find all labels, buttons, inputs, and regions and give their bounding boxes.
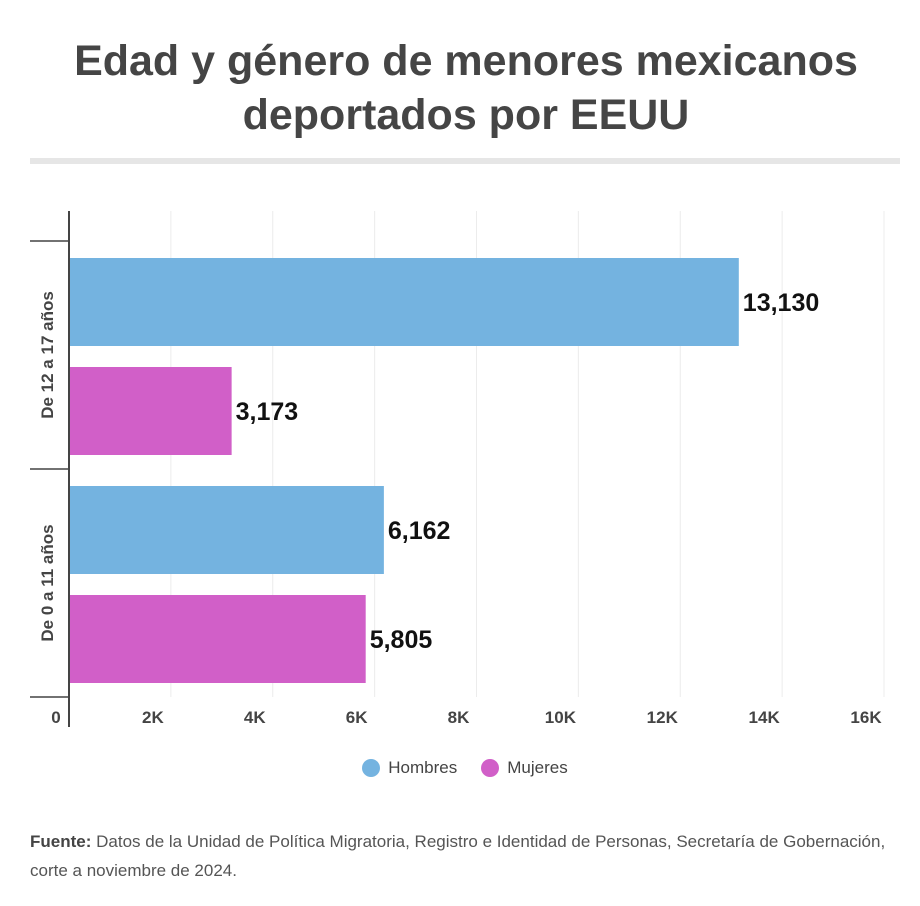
x-tick-label: 12K [647, 708, 679, 727]
chart-title-line-2: deportados por EEUU [242, 91, 690, 139]
x-tick-label: 16K [850, 708, 882, 727]
data-label: 6,162 [388, 517, 451, 545]
bar-chart: 0 2K 4K 6K 8K 10K 12K 14K 16K De 12 a 17 años 13,1… [30, 211, 885, 727]
legend: Hombres Mujeres [0, 758, 920, 778]
legend-label-hombres: Hombres [388, 758, 458, 777]
x-tick-label: 4K [244, 708, 266, 727]
y-category-label: De 0 a 11 años [38, 524, 57, 641]
bar-mujeres [70, 367, 232, 455]
x-tick-label: 6K [346, 708, 368, 727]
bar-hombres [70, 486, 384, 574]
legend-swatch-mujeres [481, 759, 500, 777]
x-tick-label: 2K [142, 708, 164, 727]
chart-title: Edad y género de menores mexicanos depor… [0, 34, 920, 142]
x-tick-label: 14K [749, 708, 781, 727]
bar-hombres [70, 258, 739, 346]
data-label: 5,805 [370, 626, 433, 654]
legend-label-mujeres: Mujeres [507, 758, 568, 777]
source-label: Fuente: [30, 832, 92, 851]
x-tick-label: 10K [545, 708, 577, 727]
y-category-label: De 12 a 17 años [38, 291, 57, 419]
legend-swatch-hombres [362, 759, 381, 777]
legend-item-mujeres: Mujeres [481, 758, 568, 778]
data-label: 13,130 [743, 289, 819, 317]
chart-title-line-1: Edad y género de menores mexicanos [74, 37, 858, 85]
source-note: Fuente: Datos de la Unidad de Política M… [30, 827, 900, 885]
data-label: 3,173 [236, 398, 299, 426]
source-text: Datos de la Unidad de Política Migratori… [30, 832, 886, 880]
title-divider [30, 158, 900, 164]
bar-mujeres [70, 595, 366, 683]
x-tick-label: 0 [51, 708, 60, 727]
legend-item-hombres: Hombres [362, 758, 457, 778]
x-tick-label: 8K [448, 708, 470, 727]
